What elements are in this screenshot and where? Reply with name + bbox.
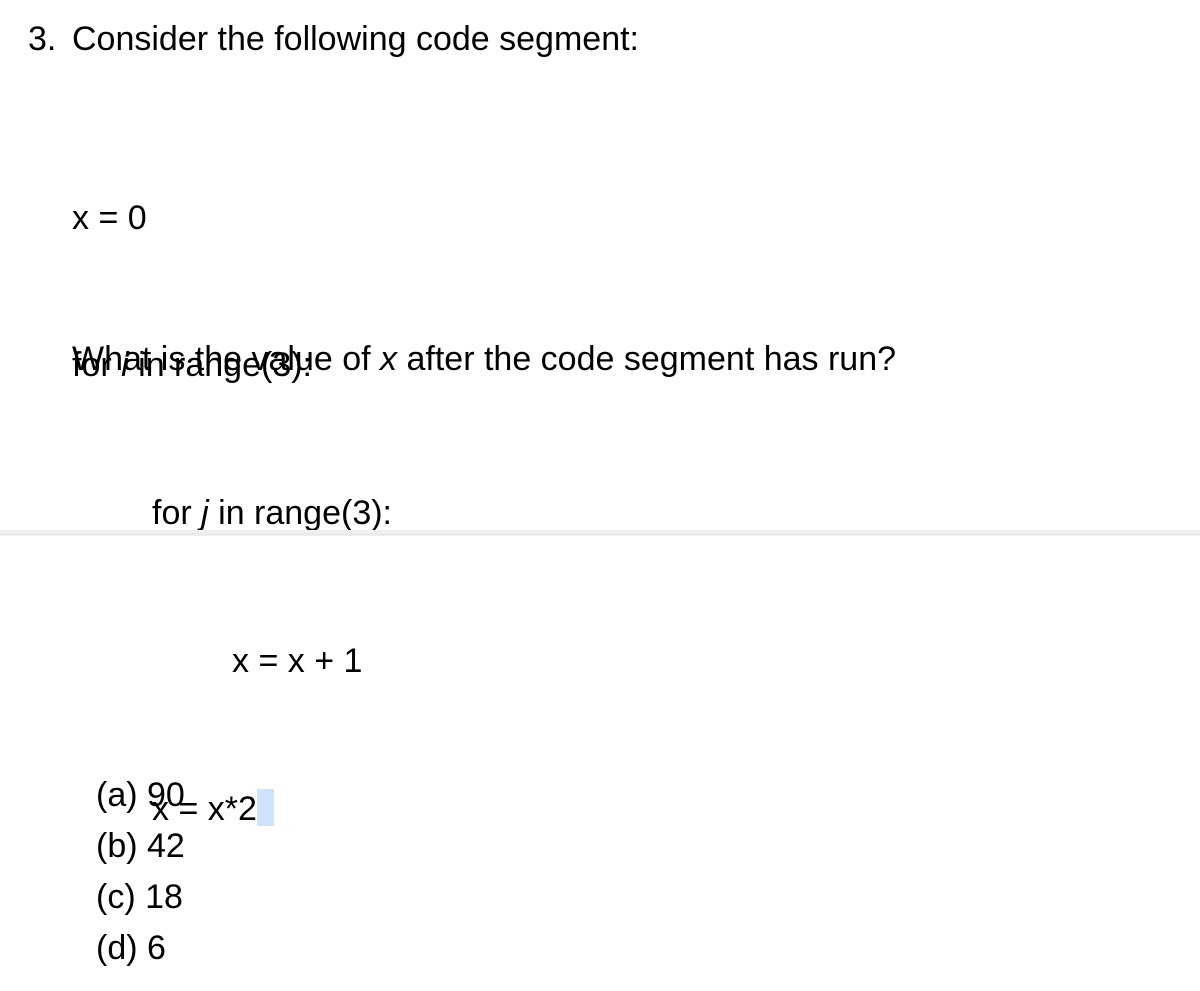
code-line-3-var: j — [201, 494, 209, 532]
code-line-3-pre: for — [152, 494, 201, 532]
question-tail: What is the value of x after the code se… — [72, 340, 896, 379]
code-line-1: x = 0 — [72, 194, 392, 243]
question-number: 3. — [28, 20, 56, 59]
question-page: 3. Consider the following code segment: … — [0, 0, 1200, 991]
section-divider — [0, 530, 1200, 536]
option-d[interactable]: (d) 6 — [96, 923, 185, 974]
option-b[interactable]: (b) 42 — [96, 821, 185, 872]
question-tail-pre: What is the value of — [72, 340, 380, 378]
text-cursor-highlight — [257, 789, 274, 826]
question-tail-post: after the code segment has run? — [397, 340, 896, 378]
code-line-4: x = x + 1 — [72, 637, 392, 686]
option-a[interactable]: (a) 90 — [96, 770, 185, 821]
code-line-4-text: x = x + 1 — [232, 642, 362, 680]
code-line-3-post: in range(3): — [209, 494, 392, 532]
question-tail-var: x — [380, 340, 397, 378]
answer-options: (a) 90 (b) 42 (c) 18 (d) 6 — [96, 770, 185, 974]
question-stem: Consider the following code segment: — [72, 20, 639, 59]
option-c[interactable]: (c) 18 — [96, 872, 185, 923]
